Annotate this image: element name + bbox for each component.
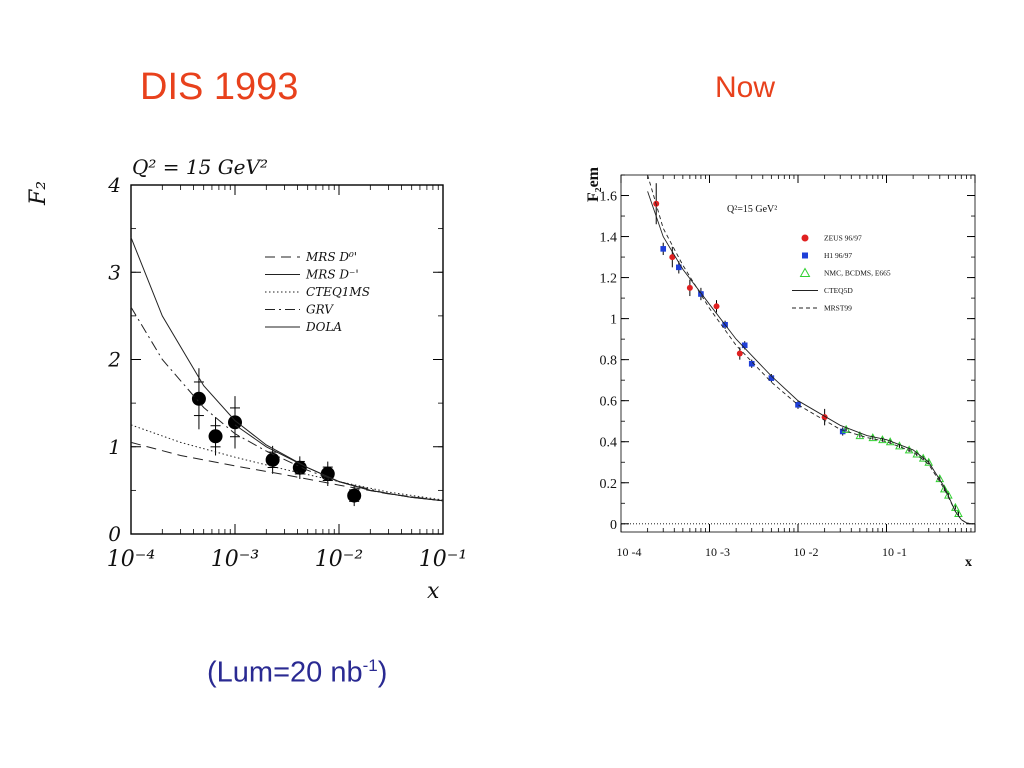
- chart2-y-tick-label: 0.4: [600, 436, 618, 451]
- chart1-legend-mrs-d--label: MRS D⁻': [305, 268, 359, 282]
- chart2-y-tick-label: 1.4: [600, 231, 618, 246]
- chart2-series-nmc-bcdms-e665-point: [924, 457, 934, 466]
- chart2-legend-zeus-96-97-marker: [801, 234, 809, 242]
- chart2-series-zeus-96-97-point: [686, 284, 693, 291]
- chart2-ylabel: F₂em: [585, 166, 602, 202]
- chart2-y-tick-label: 0: [610, 518, 617, 533]
- chart2-y-tick-label: 0.8: [600, 354, 618, 369]
- chart1-series-dola-line: [234, 424, 444, 502]
- chart2-series-mrst99-line: [647, 174, 972, 525]
- chart2-series-cteq5d-line: [647, 191, 972, 525]
- chart1-legend-mrs-d--label: MRS D⁰': [305, 250, 357, 264]
- chart1-y-tick-label: 0: [108, 522, 121, 546]
- chart2-y-tick-label: 1: [610, 313, 617, 328]
- chart1-series-data-point: [208, 429, 223, 444]
- chart1-x-tick-label: 10⁻¹: [419, 547, 467, 572]
- chart1-legend-cteq1ms-label: CTEQ1MS: [306, 285, 370, 299]
- chart1-series-grv-line: [130, 306, 444, 502]
- chart1-y-tick-label: 3: [108, 260, 121, 284]
- chart1-series-cteq1ms-line: [130, 424, 444, 501]
- chart2-legend-nmc-bcdms-e665-label: NMC, BCDMS, E665: [824, 269, 891, 278]
- chart1-y-tick-label: 1: [108, 435, 121, 459]
- luminosity-suffix: ): [377, 656, 388, 689]
- chart2-series-nmc-bcdms-e665-point: [855, 431, 865, 440]
- chart2-series-nmc-bcdms-e665-point: [841, 424, 851, 433]
- chart1-series-data-point: [191, 391, 206, 406]
- luminosity-prefix: (Lum=20 nb: [207, 656, 363, 689]
- chart2-y-tick-label: 0.6: [600, 395, 618, 410]
- chart1-series-data-point: [320, 466, 335, 481]
- chart2-x-tick-label: 10 -4: [617, 545, 642, 559]
- chart2-y-tick-label: 1.2: [600, 272, 618, 287]
- chart2-series-h1-96-97-point: [660, 246, 667, 252]
- chart1-x-tick-label: 10⁻²: [315, 547, 363, 572]
- chart1-series-data-point: [228, 415, 242, 430]
- chart2-title: Q²=15 GeV²: [727, 204, 777, 215]
- chart2-series-h1-96-97-point: [741, 342, 748, 349]
- chart1-title: Q² = 15 GeV²: [132, 155, 268, 179]
- right-slide-title: Now: [715, 71, 776, 104]
- chart1-series-mrs-d--line: [130, 237, 444, 502]
- chart1-legend-dola-label: DOLA: [305, 320, 342, 334]
- chart2-series-nmc-bcdms-e665-point: [918, 453, 928, 462]
- chart2-series-nmc-bcdms-e665-point: [939, 484, 949, 493]
- chart2-series-zeus-96-97-point: [736, 350, 743, 357]
- chart2-series-h1-96-97-point: [748, 360, 755, 367]
- chart2-series-h1-96-97-point: [698, 291, 704, 297]
- chart1-x-tick-label: 10⁻⁴: [107, 547, 155, 572]
- luminosity-label: (Lum=20 nb-1): [207, 656, 387, 690]
- chart2-series-nmc-bcdms-e665-point: [904, 445, 914, 454]
- luminosity-exponent: -1: [362, 656, 378, 675]
- chart1-xlabel: x: [427, 579, 440, 604]
- chart2-x-tick-label: 10 -3: [705, 545, 730, 559]
- chart2-x-tick-label: 10 -2: [794, 545, 819, 559]
- chart2-legend-cteq5d-label: CTEQ5D: [824, 286, 853, 295]
- chart2-legend-mrst99-label: MRST99: [824, 304, 852, 313]
- chart1-series-data-point: [292, 460, 307, 475]
- left-slide-title: DIS 1993: [140, 66, 299, 108]
- chart2-y-tick-label: 0.2: [600, 477, 618, 492]
- chart2-legend-h1-96-97-marker: [802, 252, 808, 259]
- chart2-xlabel: x: [965, 555, 972, 570]
- chart2-legend-h1-96-97-label: H1 96/97: [824, 251, 852, 260]
- chart2-series-zeus-96-97-point: [713, 303, 720, 310]
- chart1-series-data-point: [265, 452, 280, 467]
- chart2-legend-zeus-96-97-label: ZEUS 96/97: [824, 234, 862, 243]
- chart1-x-tick-label: 10⁻³: [211, 547, 259, 572]
- chart2-y-tick-label: 1.6: [600, 190, 618, 205]
- chart2-series-h1-96-97-point: [768, 375, 775, 381]
- chart2-series-h1-96-97-point: [676, 264, 682, 271]
- chart1-ylabel: F₂: [26, 181, 51, 206]
- chart2-frame: [620, 174, 976, 533]
- chart1-series-data-point: [347, 488, 362, 503]
- chart1-legend-grv-label: GRV: [306, 303, 334, 317]
- chart1-y-tick-label: 4: [107, 173, 121, 197]
- chart2-legend-nmc-bcdms-e665-marker: [799, 267, 811, 277]
- chart2-series-zeus-96-97-point: [669, 254, 676, 261]
- chart1-series-mrs-d--line: [130, 441, 444, 502]
- chart1-frame: [130, 184, 444, 535]
- chart2-x-tick-label: 10 -1: [882, 545, 907, 559]
- chart2-series-h1-96-97-point: [795, 401, 801, 408]
- chart1-y-tick-label: 2: [107, 348, 121, 372]
